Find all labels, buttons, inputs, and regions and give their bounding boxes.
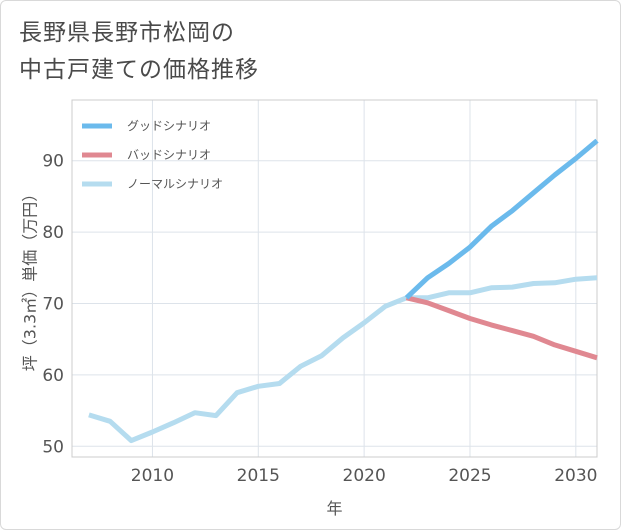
x-axis-label: 年 xyxy=(326,499,342,518)
x-tick-label: 2030 xyxy=(554,466,597,486)
y-axis-ticks: 50 60 70 80 90 xyxy=(42,152,64,458)
legend-label-2: バッドシナリオ xyxy=(127,148,211,162)
x-tick-label: 2010 xyxy=(131,466,174,486)
x-axis-ticks: 2010 2015 2020 2025 2030 xyxy=(131,466,598,486)
series-line-2 xyxy=(405,295,598,361)
x-tick-label: 2015 xyxy=(237,466,280,486)
x-tick-label: 2020 xyxy=(343,466,386,486)
chart-title-line-2: 中古戸建ての価格推移 xyxy=(19,57,259,83)
y-tick-label: 70 xyxy=(42,294,64,314)
y-tick-label: 80 xyxy=(42,223,64,243)
chart-title: 長野県長野市松岡の 中古戸建ての価格推移 xyxy=(19,15,439,89)
series-line-1 xyxy=(404,138,599,300)
legend-label-3: ノーマルシナリオ xyxy=(127,177,223,191)
series-layer xyxy=(88,138,599,444)
y-tick-label: 90 xyxy=(42,152,64,172)
grid-lines xyxy=(72,100,597,457)
y-tick-label: 60 xyxy=(42,366,64,386)
y-axis-label: 坪（3.3㎡）単価（万円） xyxy=(21,186,40,371)
series-line-3 xyxy=(88,275,598,444)
x-tick-label: 2025 xyxy=(448,466,491,486)
legend-label-1: グッドシナリオ xyxy=(127,119,211,133)
y-tick-label: 50 xyxy=(42,437,64,457)
chart-title-line-1: 長野県長野市松岡の xyxy=(19,20,235,46)
